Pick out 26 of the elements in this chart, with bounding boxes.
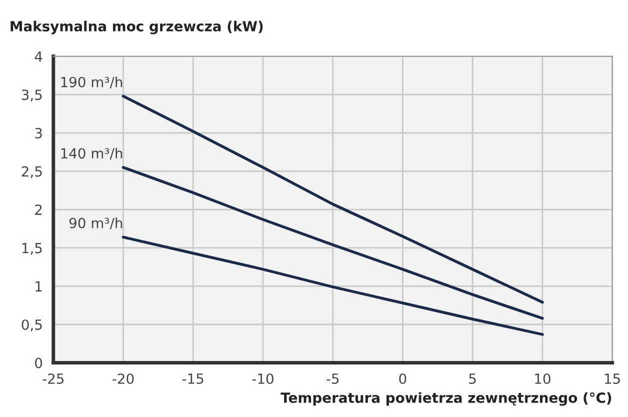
line-series (122, 166, 544, 320)
line-series (122, 236, 544, 336)
series-label: 140 m³/h (61, 148, 122, 160)
y-axis-title: Maksymalna moc grzewcza (kW) (10, 20, 263, 34)
y-tick-label: 3 (35, 128, 42, 138)
x-tick-label: 0 (399, 373, 406, 384)
y-tick-label: 0,5 (22, 319, 42, 332)
y-tick-label: 2,5 (22, 166, 42, 178)
y-tick-label: 4 (34, 51, 42, 62)
series-label: 90 m³/h (69, 218, 122, 230)
y-tick-label: 1 (36, 281, 42, 292)
x-tick-label: -20 (112, 373, 134, 384)
y-tick-label: 3,5 (22, 90, 42, 102)
x-tick-label: -10 (252, 373, 274, 384)
y-tick-label: 0 (35, 358, 42, 368)
y-tick-label: 2 (35, 204, 42, 215)
x-tick-label: 15 (604, 374, 620, 384)
x-tick-label: -15 (182, 374, 204, 384)
x-tick-label: -5 (326, 374, 339, 384)
series-label: 190 m³/h (61, 76, 122, 88)
line-series (122, 94, 544, 304)
x-tick-label: -25 (42, 373, 64, 384)
x-tick-label: 5 (469, 374, 476, 384)
y-tick-label: 1,5 (22, 243, 42, 255)
x-tick-label: 10 (535, 373, 550, 384)
x-axis-title: Temperatura powietrza zewnętrznego (°C) (280, 392, 612, 406)
